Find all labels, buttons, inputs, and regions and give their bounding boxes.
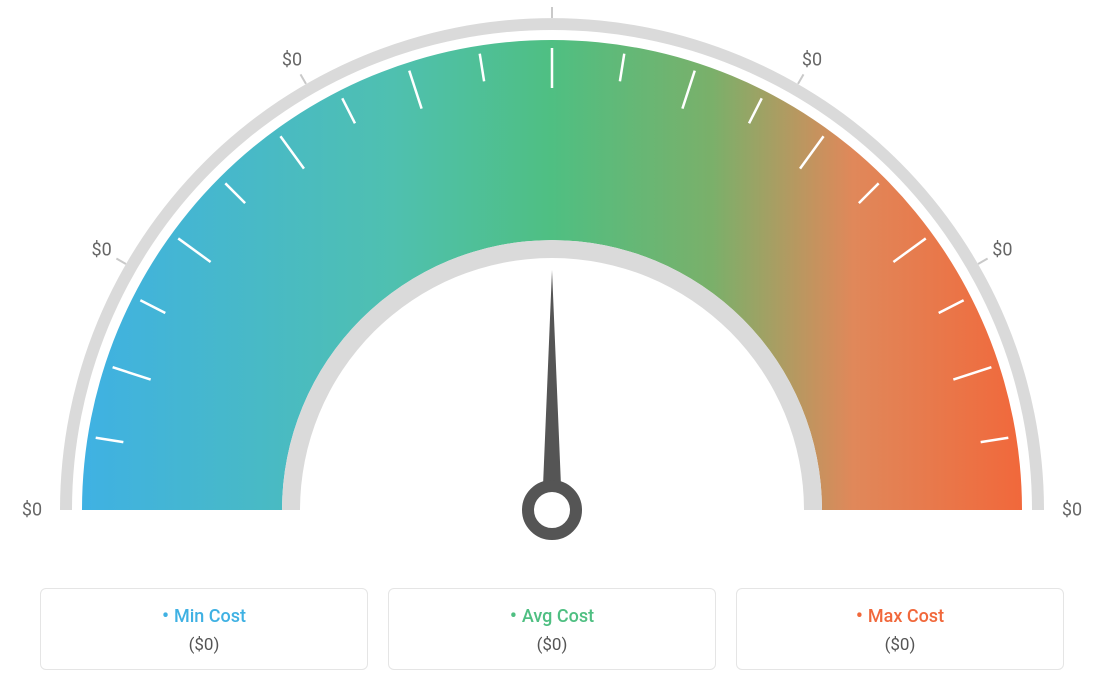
gauge-chart: [0, 0, 1104, 560]
gauge-tick-label: $0: [802, 49, 822, 70]
legend-card-avg: Avg Cost ($0): [388, 588, 716, 670]
gauge-tick-label: $0: [1062, 500, 1082, 521]
gauge-tick-label: $0: [992, 240, 1012, 261]
legend-value-avg: ($0): [399, 635, 705, 655]
legend-label-min: Min Cost: [51, 603, 357, 627]
gauge-tick-label: $0: [542, 0, 562, 1]
gauge-tick-label: $0: [22, 500, 42, 521]
cost-gauge-container: $0 $0 $0 $0 $0 $0 $0 Min Cost ($0) Avg Cost ($…: [0, 0, 1104, 690]
legend-label-max: Max Cost: [747, 603, 1053, 627]
legend-value-max: ($0): [747, 635, 1053, 655]
legend-card-max: Max Cost ($0): [736, 588, 1064, 670]
legend-card-min: Min Cost ($0): [40, 588, 368, 670]
legend-value-min: ($0): [51, 635, 357, 655]
legend-row: Min Cost ($0) Avg Cost ($0) Max Cost ($0…: [40, 588, 1064, 670]
gauge-tick-label: $0: [92, 240, 112, 261]
legend-label-avg: Avg Cost: [399, 603, 705, 627]
gauge-tick-label: $0: [282, 49, 302, 70]
